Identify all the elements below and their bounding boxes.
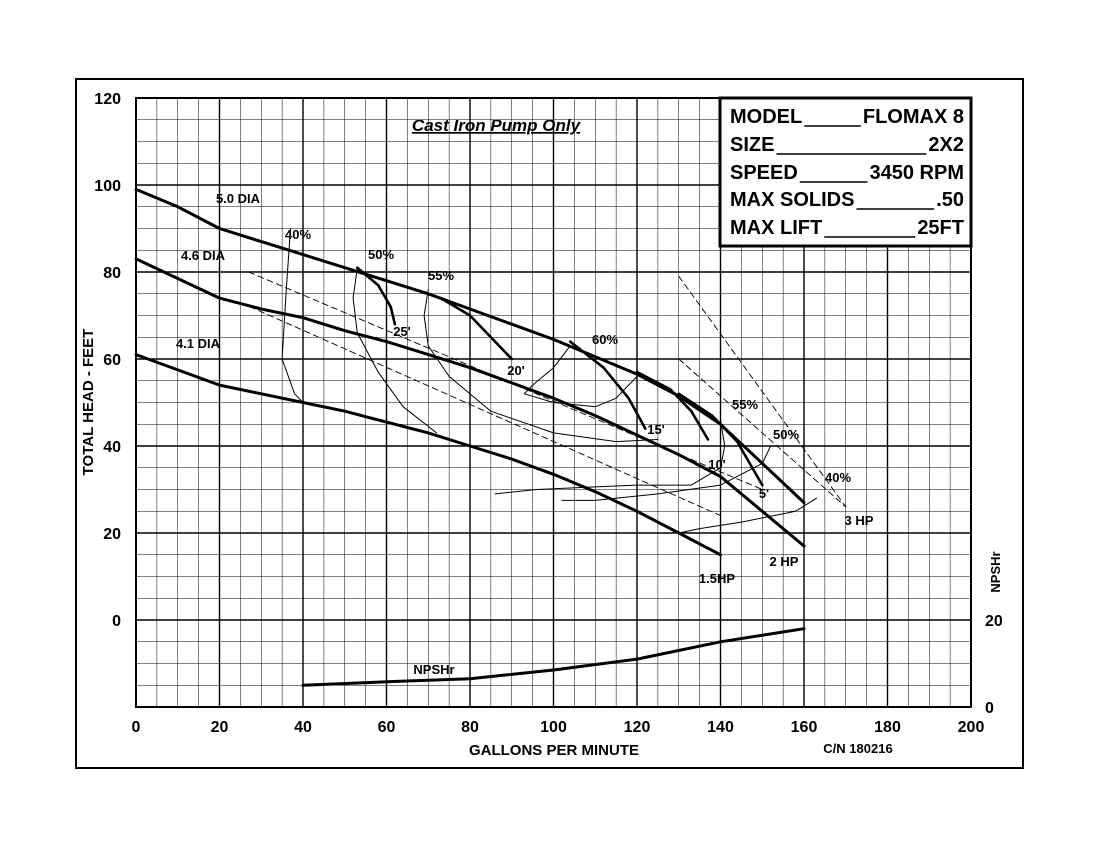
hp-label: 3 HP bbox=[845, 513, 874, 528]
hp-line-3b bbox=[678, 275, 847, 508]
x-tick-label: 40 bbox=[294, 719, 312, 736]
lift-label: 10' bbox=[708, 457, 726, 472]
plot-border bbox=[135, 97, 972, 708]
info-box-border bbox=[718, 96, 973, 248]
y2-tick-label: 20 bbox=[985, 613, 1003, 630]
efficiency-label: 50% bbox=[773, 427, 799, 442]
x-tick-label: 60 bbox=[378, 719, 396, 736]
efficiency-50-left bbox=[352, 267, 438, 434]
hp-label: 2 HP bbox=[770, 554, 799, 569]
y-tick-labels: 120 100 80 60 40 20 0 bbox=[94, 91, 121, 630]
hp-label: 1.5HP bbox=[699, 571, 735, 586]
y-tick-label: 0 bbox=[112, 613, 121, 630]
series-line-4-1-dia bbox=[134, 353, 722, 557]
series-line-5-0-dia bbox=[134, 187, 806, 505]
series-label-5-0-dia: 5.0 DIA bbox=[216, 191, 261, 206]
efficiency-label: 55% bbox=[428, 268, 454, 283]
series-line-4-6-dia bbox=[134, 257, 806, 548]
y2-axis-label: NPSHr bbox=[988, 551, 1003, 592]
outer-frame bbox=[75, 78, 1024, 769]
info-box-value: 2X2 bbox=[928, 134, 964, 156]
efficiency-label: 50% bbox=[368, 247, 394, 262]
lift-15 bbox=[568, 340, 647, 430]
x-tick-label: 200 bbox=[958, 719, 985, 736]
efficiency-60 bbox=[523, 345, 638, 408]
grid bbox=[135, 97, 972, 708]
y-tick-label: 20 bbox=[103, 526, 121, 543]
y-axis-label: TOTAL HEAD - FEET bbox=[80, 329, 97, 476]
annotations: 5.0 DIA 4.6 DIA 4.1 DIA NPSHr 40% 50% 55% 60% 55… bbox=[176, 191, 874, 677]
lift-label: 15' bbox=[647, 422, 665, 437]
info-box-label: MAX SOLIDS bbox=[730, 189, 854, 211]
info-box-value: .50 bbox=[936, 189, 964, 211]
x-tick-label: 100 bbox=[540, 719, 567, 736]
efficiency-40-left bbox=[281, 228, 304, 403]
series-label-4-1-dia: 4.1 DIA bbox=[176, 336, 221, 351]
series-label-npshr: NPSHr bbox=[413, 662, 454, 677]
efficiency-label: 40% bbox=[825, 470, 851, 485]
efficiency-label: 55% bbox=[732, 397, 758, 412]
chart-title: Cast Iron Pump Only bbox=[412, 116, 582, 135]
lift-label: 5' bbox=[759, 486, 769, 501]
x-tick-label: 0 bbox=[132, 719, 141, 736]
series-label-4-6-dia: 4.6 DIA bbox=[181, 248, 226, 263]
y-tick-label: 40 bbox=[103, 439, 121, 456]
x-tick-label: 140 bbox=[707, 719, 734, 736]
lift-10 bbox=[635, 370, 710, 441]
y2-tick-label: 0 bbox=[985, 700, 994, 717]
info-box: MODEL FLOMAX 8 SIZE 2X2 SPEED 3450 RPM MAX SOL… bbox=[718, 96, 973, 248]
x-tick-labels: 0 20 40 60 80 100 120 140 160 180 200 bbox=[132, 719, 985, 736]
info-box-label: SIZE bbox=[730, 134, 774, 156]
y-tick-label: 100 bbox=[94, 178, 121, 195]
efficiency-lines bbox=[281, 228, 817, 534]
lift-20 bbox=[439, 296, 514, 361]
series-lines bbox=[134, 187, 806, 687]
y-tick-label: 60 bbox=[103, 352, 121, 369]
y2-tick-labels: 20 0 bbox=[985, 613, 1003, 717]
hp-line-1-5 bbox=[239, 302, 721, 517]
x-tick-label: 80 bbox=[461, 719, 479, 736]
info-box-value: FLOMAX 8 bbox=[863, 106, 964, 128]
info-box-label: MODEL bbox=[730, 106, 802, 128]
y-tick-label: 120 bbox=[94, 91, 121, 108]
info-box-value: 25FT bbox=[917, 217, 964, 239]
info-box-value: 3450 RPM bbox=[870, 162, 965, 184]
efficiency-label: 40% bbox=[285, 227, 311, 242]
lift-label: 20' bbox=[507, 363, 525, 378]
x-axis-label: GALLONS PER MINUTE bbox=[469, 742, 639, 759]
efficiency-label: 60% bbox=[592, 332, 618, 347]
x-tick-label: 20 bbox=[211, 719, 229, 736]
catalog-number: C/N 180216 bbox=[823, 741, 892, 756]
series-line-npshr bbox=[301, 627, 806, 687]
efficiency-55-left bbox=[423, 288, 659, 443]
info-box-label: SPEED bbox=[730, 162, 798, 184]
lift-label: 25' bbox=[393, 324, 411, 339]
lift-lines bbox=[355, 266, 764, 487]
x-tick-label: 180 bbox=[874, 719, 901, 736]
efficiency-50-right bbox=[561, 445, 772, 501]
y-tick-label: 80 bbox=[103, 265, 121, 282]
info-box-label: MAX LIFT bbox=[730, 217, 822, 239]
hp-line-3 bbox=[678, 358, 847, 508]
x-tick-label: 160 bbox=[791, 719, 818, 736]
efficiency-40-right bbox=[678, 497, 817, 534]
x-tick-label: 120 bbox=[624, 719, 651, 736]
efficiency-55-right bbox=[494, 419, 726, 495]
